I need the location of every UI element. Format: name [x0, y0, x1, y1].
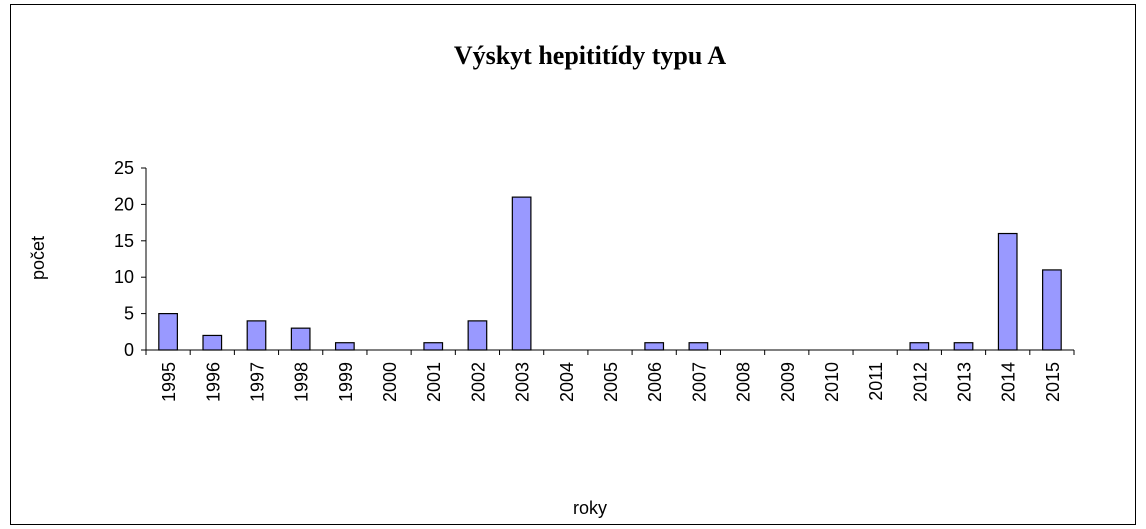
x-tick-label: 2012: [910, 362, 930, 402]
bar: [158, 313, 178, 351]
x-tick-label: 2010: [822, 362, 842, 402]
x-tick-label: 2008: [734, 362, 754, 402]
y-axis-title: počet: [28, 236, 48, 280]
x-tick-label: 1999: [336, 362, 356, 402]
x-tick-label: 2006: [645, 362, 665, 402]
x-tick-label: 1995: [159, 362, 179, 402]
x-tick-label: 2002: [468, 362, 488, 402]
x-tick-label: 2003: [513, 362, 533, 402]
bar: [688, 342, 709, 351]
bar: [909, 342, 930, 351]
bar: [246, 320, 267, 351]
y-tick-label: 15: [114, 231, 134, 251]
bar: [290, 327, 311, 351]
bar: [1042, 269, 1062, 351]
x-tick-label: 2014: [999, 362, 1019, 402]
chart-title: Výskyt hepititídy typu A: [454, 41, 727, 70]
x-axis-title: roky: [573, 498, 607, 518]
x-tick-label: 1998: [292, 362, 312, 402]
chart-border: [10, 4, 1136, 525]
y-tick-label: 10: [114, 267, 134, 287]
x-tick-label: 2001: [424, 362, 444, 402]
x-tick-label: 2000: [380, 362, 400, 402]
bar: [997, 232, 1018, 351]
y-tick-label: 0: [124, 340, 134, 360]
bar: [334, 342, 355, 351]
bar: [953, 342, 974, 351]
x-tick-label: 2004: [557, 362, 577, 402]
x-tick-label: 1996: [203, 362, 223, 402]
y-tick-label: 5: [124, 304, 134, 324]
x-tick-label: 2011: [866, 362, 886, 401]
x-tick-label: 2009: [778, 362, 798, 402]
bar: [423, 342, 444, 351]
x-tick-label: 2015: [1043, 362, 1063, 402]
x-tick-label: 2005: [601, 362, 621, 402]
x-tick-label: 1997: [247, 362, 267, 402]
bar: [644, 342, 665, 351]
x-tick-label: 2007: [689, 362, 709, 402]
bar: [511, 196, 532, 351]
y-tick-label: 25: [114, 158, 134, 178]
bar: [467, 320, 488, 351]
y-tick-label: 20: [114, 194, 134, 214]
x-tick-label: 2013: [955, 362, 975, 402]
bar: [202, 334, 223, 351]
